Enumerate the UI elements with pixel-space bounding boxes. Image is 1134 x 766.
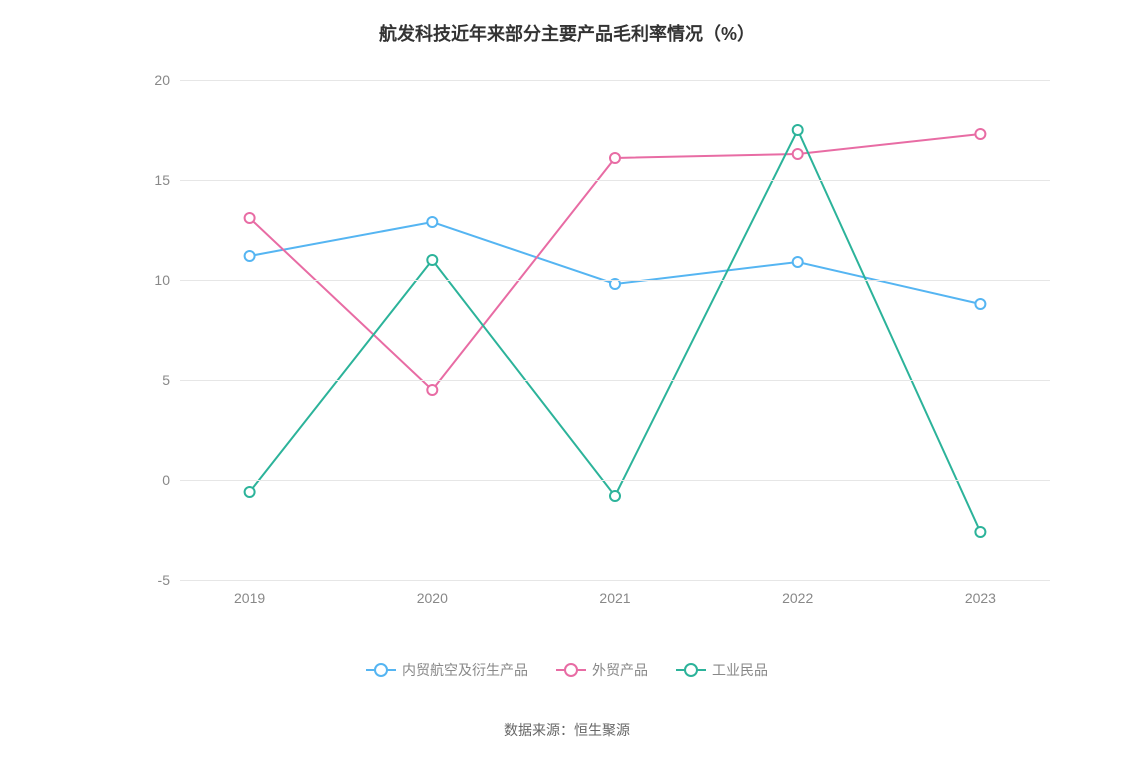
- x-axis-tick-label: 2020: [417, 580, 448, 606]
- data-point-marker: [245, 487, 255, 497]
- y-axis-tick-label: 20: [154, 72, 180, 88]
- x-axis-tick-label: 2022: [782, 580, 813, 606]
- data-point-marker: [975, 299, 985, 309]
- data-point-marker: [245, 213, 255, 223]
- legend-swatch-icon: [556, 663, 586, 677]
- gridline: [180, 480, 1050, 481]
- x-axis-tick-label: 2021: [599, 580, 630, 606]
- data-point-marker: [975, 129, 985, 139]
- gridline: [180, 80, 1050, 81]
- legend-item[interactable]: 外贸产品: [556, 660, 648, 680]
- data-point-marker: [427, 217, 437, 227]
- legend-item[interactable]: 工业民品: [676, 660, 768, 680]
- data-point-marker: [245, 251, 255, 261]
- y-axis-tick-label: -5: [158, 572, 180, 588]
- data-point-marker: [793, 257, 803, 267]
- x-axis-tick-label: 2019: [234, 580, 265, 606]
- gridline: [180, 380, 1050, 381]
- legend-label: 内贸航空及衍生产品: [402, 660, 528, 680]
- source-label: 数据来源：恒生聚源: [0, 720, 1134, 740]
- y-axis-tick-label: 15: [154, 172, 180, 188]
- data-point-marker: [610, 153, 620, 163]
- legend-swatch-icon: [366, 663, 396, 677]
- chart-title: 航发科技近年来部分主要产品毛利率情况（%）: [0, 20, 1134, 46]
- x-axis-tick-label: 2023: [965, 580, 996, 606]
- data-point-marker: [793, 149, 803, 159]
- series-line: [250, 130, 981, 532]
- y-axis-tick-label: 0: [162, 472, 180, 488]
- data-point-marker: [610, 491, 620, 501]
- chart-svg: [180, 80, 1050, 580]
- gridline: [180, 180, 1050, 181]
- y-axis-tick-label: 5: [162, 372, 180, 388]
- gridline: [180, 280, 1050, 281]
- data-point-marker: [793, 125, 803, 135]
- chart-container: 航发科技近年来部分主要产品毛利率情况（%） -50510152020192020…: [0, 0, 1134, 766]
- y-axis-tick-label: 10: [154, 272, 180, 288]
- legend-label: 外贸产品: [592, 660, 648, 680]
- legend-label: 工业民品: [712, 660, 768, 680]
- data-point-marker: [427, 255, 437, 265]
- data-point-marker: [975, 527, 985, 537]
- plot-area: -50510152020192020202120222023: [180, 80, 1050, 580]
- legend: 内贸航空及衍生产品 外贸产品 工业民品: [0, 660, 1134, 680]
- data-point-marker: [427, 385, 437, 395]
- legend-swatch-icon: [676, 663, 706, 677]
- legend-item[interactable]: 内贸航空及衍生产品: [366, 660, 528, 680]
